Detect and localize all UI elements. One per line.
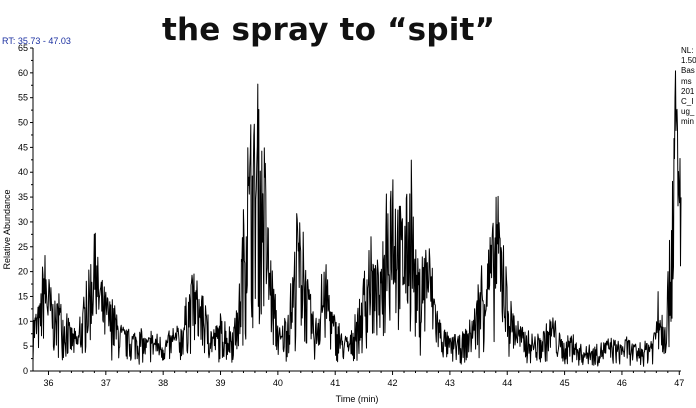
- x-tick-label: 41: [330, 378, 340, 388]
- y-tick-label: 65: [18, 43, 28, 53]
- x-tick-label: 40: [273, 378, 283, 388]
- y-tick-label: 35: [18, 192, 28, 202]
- normalization-header: NL: 1.50 Bas ms 201 C_I ug_ min: [681, 46, 696, 136]
- y-axis-ticks: 0 5 10 15 20 25 30 35 40 45 50 55 60 65: [18, 43, 33, 376]
- x-tick-label: 42: [388, 378, 398, 388]
- nl-header-line: NL:: [681, 46, 694, 55]
- y-tick-label: 50: [18, 118, 28, 128]
- nl-header-line: Bas: [681, 66, 695, 76]
- chromatogram-trace: [32, 70, 682, 367]
- y-tick-label: 20: [18, 267, 28, 277]
- x-tick-label: 47: [674, 378, 684, 388]
- nl-header-line: ms: [681, 76, 692, 86]
- x-tick-label: 38: [158, 378, 168, 388]
- x-axis-title: Time (min): [336, 394, 379, 404]
- x-tick-label: 45: [560, 378, 570, 388]
- y-tick-label: 25: [18, 242, 28, 252]
- x-axis-ticks: 36 37 38 39 40 41 42 43 44 45 46 47: [43, 371, 684, 388]
- x-tick-label: 44: [502, 378, 512, 388]
- x-tick-label: 43: [445, 378, 455, 388]
- slide-title: the spray to “spit”: [162, 12, 496, 48]
- x-tick-label: 39: [216, 378, 226, 388]
- nl-header-line: 201: [681, 86, 695, 96]
- rt-range-label: RT: 35.73 - 47.03: [2, 36, 71, 46]
- nl-header-line: ug_: [681, 107, 695, 117]
- y-tick-label: 15: [18, 291, 28, 301]
- y-tick-label: 5: [23, 341, 28, 351]
- y-tick-label: 60: [18, 68, 28, 78]
- x-tick-label: 37: [101, 378, 111, 388]
- nl-header-line: 1.50: [681, 56, 696, 66]
- y-tick-label: 55: [18, 93, 28, 103]
- y-tick-label: 0: [23, 366, 28, 376]
- y-tick-label: 30: [18, 217, 28, 227]
- x-tick-label: 46: [617, 378, 627, 388]
- nl-header-line: C_I: [681, 97, 694, 107]
- nl-header-line: min: [681, 117, 694, 127]
- y-tick-label: 45: [18, 142, 28, 152]
- y-tick-label: 40: [18, 167, 28, 177]
- x-tick-label: 36: [43, 378, 53, 388]
- y-tick-label: 10: [18, 316, 28, 326]
- y-axis-title: Relative Abundance: [2, 189, 12, 269]
